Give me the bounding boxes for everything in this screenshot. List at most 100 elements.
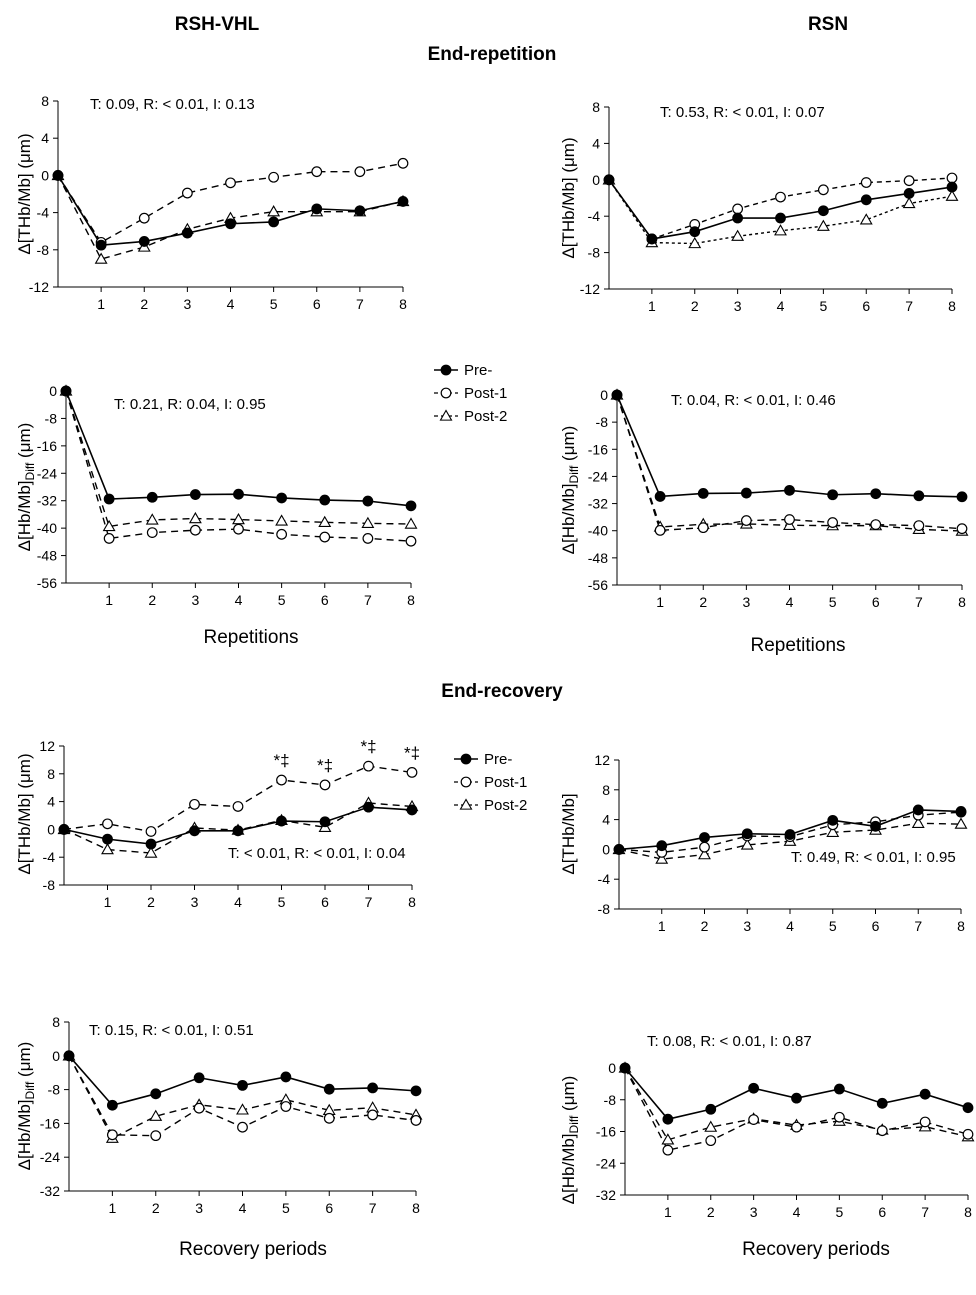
x-tick-label: 6 — [862, 298, 870, 314]
x-tick-label: 6 — [872, 918, 880, 934]
data-point — [276, 774, 287, 786]
series-line-post-2 — [65, 390, 412, 528]
x-tick-label: 5 — [282, 1200, 290, 1216]
stat-text: T: 0.09, R: < 0.01, I: 0.13 — [90, 96, 255, 113]
data-point — [193, 1102, 205, 1114]
y-tick-label: 8 — [592, 99, 600, 115]
y-axis-title-sub: Diff — [567, 1115, 581, 1133]
series-line-post-1 — [616, 394, 963, 532]
y-axis-title: Δ[Hb/Mb]Diff (μm) — [15, 423, 37, 552]
data-point — [362, 533, 374, 544]
data-point — [189, 798, 200, 810]
y-axis-title-sub: Diff — [23, 462, 37, 480]
x-tick-label: 8 — [948, 298, 956, 314]
data-point — [774, 224, 787, 236]
x-tick-label: 6 — [313, 296, 321, 312]
x-tick-label: 1 — [656, 594, 664, 610]
x-tick-label: 1 — [648, 298, 656, 314]
data-point — [268, 171, 280, 183]
data-point — [225, 218, 236, 230]
y-axis-title: Δ[Hb/Mb]Diff (μm) — [559, 1076, 581, 1205]
data-point — [311, 166, 323, 178]
data-point — [876, 1097, 888, 1109]
data-point — [354, 166, 366, 178]
data-point — [267, 205, 281, 217]
y-tick-label: 0 — [600, 387, 608, 403]
data-point — [405, 500, 417, 512]
legend-label: Post-1 — [464, 385, 507, 402]
data-point — [784, 514, 795, 525]
data-point — [732, 212, 744, 224]
data-point — [232, 801, 244, 812]
x-tick-label: 6 — [878, 1204, 886, 1220]
data-point — [236, 1103, 249, 1115]
data-point — [145, 513, 159, 525]
data-point — [323, 1112, 335, 1124]
x-tick-label: 7 — [914, 918, 922, 934]
y-tick-label: -56 — [37, 575, 57, 591]
data-point — [150, 1088, 162, 1100]
data-point — [233, 523, 244, 535]
y-tick-label: -16 — [40, 1115, 60, 1131]
legend-repetition: Pre- Post-1 Post-2 — [434, 362, 507, 425]
data-point — [181, 227, 193, 239]
data-point — [63, 1050, 75, 1062]
y-tick-label: 12 — [594, 752, 610, 768]
y-tick-label: 0 — [52, 1048, 60, 1064]
y-tick-label: 4 — [602, 812, 610, 828]
y-tick-label: 0 — [47, 821, 55, 837]
data-point — [397, 196, 409, 207]
data-point — [859, 213, 873, 225]
y-tick-label: -8 — [588, 245, 601, 261]
data-point — [603, 174, 615, 186]
x-tick-label: 1 — [658, 918, 666, 934]
data-point — [319, 816, 331, 828]
series-line-post-1 — [63, 765, 413, 833]
data-point — [319, 779, 331, 791]
y-tick-label: -8 — [43, 877, 56, 893]
data-point — [150, 1130, 162, 1142]
data-point — [406, 767, 418, 778]
y-tick-label: 4 — [41, 130, 49, 146]
series-line-post-2 — [616, 394, 963, 532]
data-point — [748, 1114, 760, 1125]
x-tick-label: 4 — [793, 1204, 801, 1220]
data-point — [232, 825, 244, 837]
y-tick-label: -8 — [596, 414, 609, 430]
y-tick-label: -16 — [588, 441, 608, 457]
x-tick-label: 5 — [829, 918, 837, 934]
data-point — [225, 177, 236, 189]
y-tick-label: 0 — [592, 172, 600, 188]
data-point — [145, 838, 157, 850]
data-point — [661, 1133, 675, 1145]
data-point — [181, 187, 193, 199]
section-header-top: End-repetition — [428, 44, 557, 65]
y-axis-title-main: Δ[Hb/Mb] — [15, 1099, 34, 1170]
data-point — [144, 846, 158, 858]
x-tick-label: 7 — [364, 592, 372, 608]
y-tick-label: -8 — [598, 901, 611, 917]
data-point — [791, 1121, 802, 1133]
y-tick-label: 4 — [47, 794, 55, 810]
data-point — [146, 491, 158, 503]
significance-marker: *‡ — [404, 743, 420, 762]
stat-text: T: 0.21, R: 0.04, I: 0.95 — [114, 396, 266, 413]
y-tick-label: -24 — [588, 468, 608, 484]
data-point — [827, 489, 839, 501]
x-tick-label: 6 — [321, 894, 329, 910]
x-tick-label: 5 — [835, 1204, 843, 1220]
legend-marker — [439, 409, 453, 421]
data-point — [860, 177, 872, 188]
data-point — [833, 1083, 845, 1095]
x-tick-label: 8 — [407, 592, 415, 608]
data-point — [740, 515, 752, 526]
y-axis-title-unit: (μm) — [559, 426, 578, 466]
y-axis-title-unit: (μm) — [559, 1076, 578, 1116]
y-axis-title-main: Δ[THb/Mb] (μm) — [559, 137, 578, 258]
x-tick-label: 3 — [183, 296, 191, 312]
x-tick-label: 4 — [235, 592, 243, 608]
data-point — [817, 184, 829, 196]
y-axis-title-sub: Diff — [567, 465, 581, 483]
y-tick-label: -32 — [588, 496, 608, 512]
y-tick-label: 0 — [608, 1060, 616, 1076]
